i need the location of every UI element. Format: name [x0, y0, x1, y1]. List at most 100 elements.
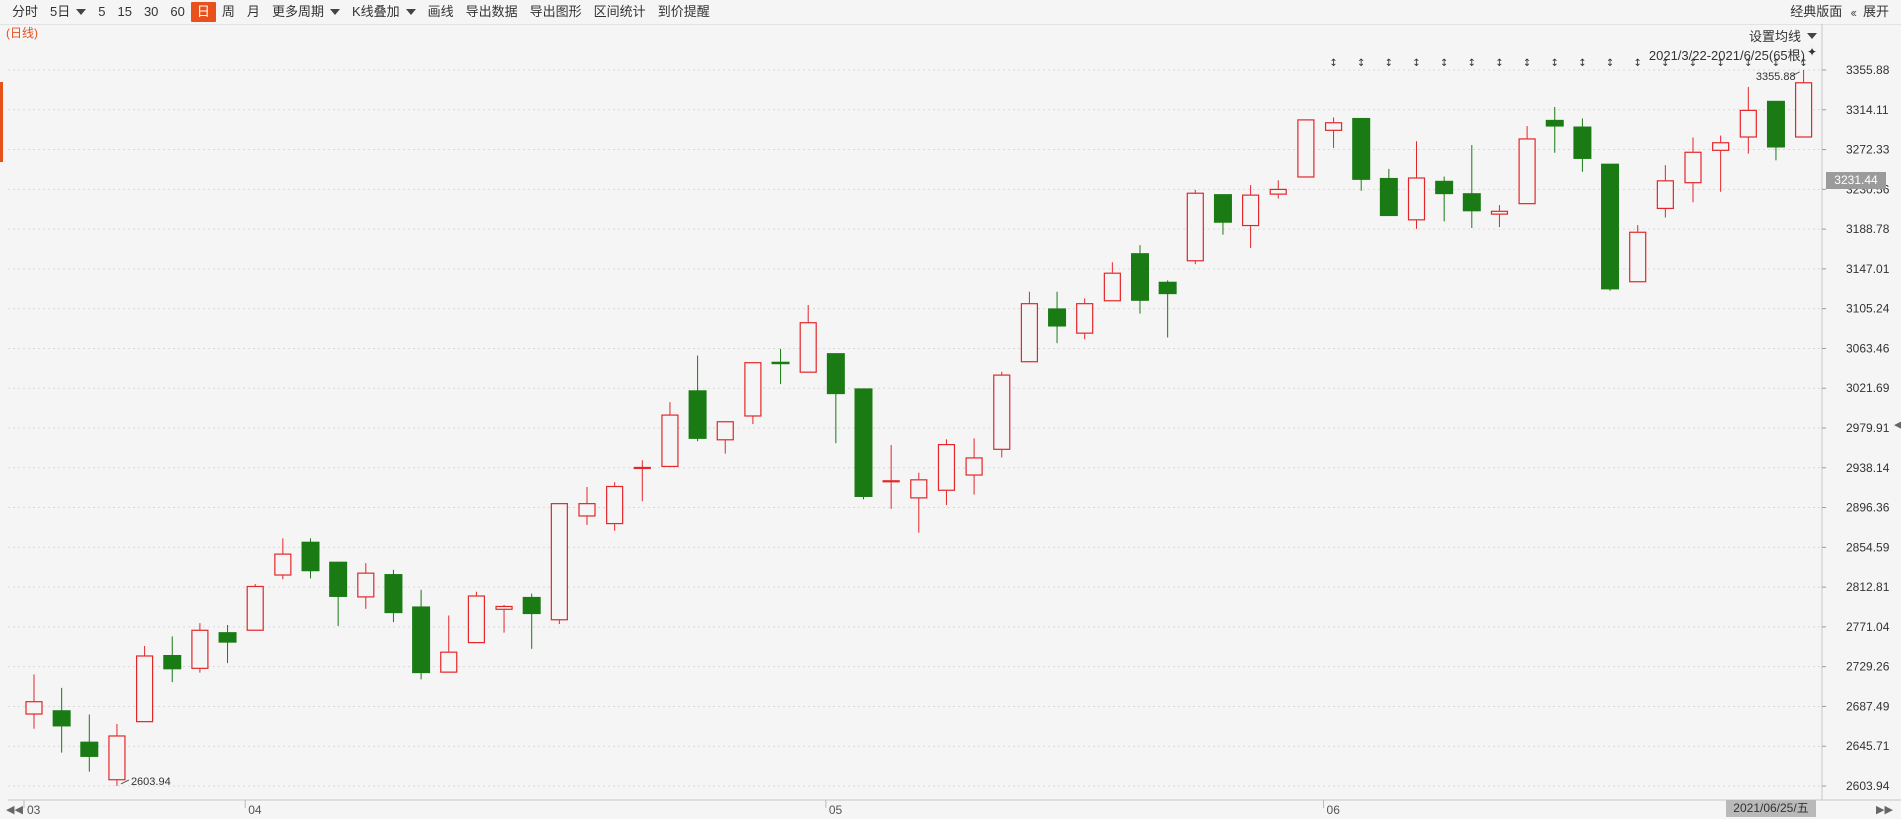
- candle: [357, 563, 375, 609]
- classic-layout-button[interactable]: 经典版面: [1790, 4, 1843, 19]
- candle: [1241, 185, 1260, 248]
- kline-overlay-dropdown[interactable]: K线叠加: [346, 2, 422, 22]
- candle: [246, 584, 264, 631]
- y-tick-label: 3105.24: [1846, 302, 1890, 316]
- candle: [1297, 119, 1315, 178]
- draw-line-button[interactable]: 画线: [427, 4, 454, 19]
- extreme-labels: 3355.88 2603.94: [120, 71, 1800, 788]
- tab-5min[interactable]: 5: [98, 4, 106, 19]
- axis-pointer-icon[interactable]: ◀: [1894, 419, 1901, 431]
- candle: [1462, 145, 1481, 228]
- candle: [1656, 165, 1674, 218]
- double-left-arrow-icon[interactable]: ‹‹: [1850, 4, 1857, 20]
- event-marker-icon[interactable]: ↕: [1329, 58, 1337, 69]
- candle: [1324, 117, 1343, 148]
- event-marker-icon[interactable]: ↕: [1661, 58, 1669, 69]
- ma-settings-dropdown[interactable]: 设置均线: [1749, 26, 1817, 45]
- event-marker-icon[interactable]: ↕: [1634, 58, 1642, 69]
- event-marker-icon[interactable]: ↕: [1357, 58, 1365, 69]
- range-stats-button[interactable]: 区间统计: [593, 4, 646, 19]
- event-marker-icon[interactable]: ↕: [1578, 58, 1586, 69]
- candle-body: [163, 654, 182, 670]
- candle-body: [25, 701, 43, 715]
- candle-body: [1324, 122, 1343, 131]
- candle: [1103, 262, 1121, 302]
- tab-daily[interactable]: 日: [190, 2, 216, 22]
- candle-body: [606, 485, 624, 525]
- export-data-button[interactable]: 导出数据: [465, 4, 518, 19]
- current-date-tag: 2021/06/25/五: [1726, 800, 1816, 817]
- export-chart-button[interactable]: 导出图形: [529, 4, 582, 19]
- event-marker-icon[interactable]: ↕: [1744, 58, 1752, 69]
- event-marker-icon[interactable]: ↕: [1468, 58, 1476, 69]
- tab-monthly[interactable]: 月: [246, 4, 260, 19]
- candle: [1048, 291, 1067, 344]
- y-tick-label: 2979.91: [1846, 421, 1890, 435]
- expand-button[interactable]: 展开: [1862, 4, 1889, 19]
- x-axis: 03 04 05 06: [23, 800, 1340, 817]
- candle-body: [1352, 117, 1371, 180]
- layout-controls: 经典版面 ‹‹ 展开: [1786, 0, 1893, 24]
- scroll-left-icon[interactable]: ◀◀: [6, 804, 23, 816]
- x-tick-label: 03: [27, 803, 41, 817]
- candle-body: [274, 553, 292, 576]
- candles: [25, 69, 1813, 786]
- candle-body: [1766, 100, 1785, 148]
- candle-body: [440, 651, 458, 673]
- event-marker-icon[interactable]: ↕: [1799, 58, 1807, 69]
- tab-timeshare[interactable]: 分时: [12, 4, 39, 19]
- event-marker-icon[interactable]: ↕: [1716, 58, 1724, 69]
- scroll-right-icon[interactable]: ▶▶: [1876, 804, 1893, 816]
- candle: [52, 687, 71, 753]
- y-tick-label: 3314.11: [1846, 103, 1889, 117]
- candle-body: [1739, 109, 1757, 138]
- candle-body: [218, 632, 237, 643]
- candle-body: [965, 457, 983, 476]
- tab-30min[interactable]: 30: [143, 4, 159, 19]
- candle-body: [688, 390, 707, 439]
- candle: [412, 589, 431, 680]
- candle-body: [1656, 180, 1674, 210]
- candle: [578, 486, 596, 526]
- x-tick-label: 05: [829, 803, 843, 817]
- candle-body: [52, 710, 71, 727]
- event-marker-icon[interactable]: ↕: [1495, 58, 1503, 69]
- candle-body: [191, 629, 209, 669]
- y-tick-label: 3355.88: [1846, 63, 1890, 77]
- candle: [661, 402, 679, 468]
- candle-body: [1573, 126, 1592, 159]
- tab-15min[interactable]: 15: [117, 4, 132, 19]
- candle: [826, 353, 845, 444]
- event-marker-icon[interactable]: ↕: [1412, 58, 1420, 69]
- y-axis: 3355.883314.113272.333230.563188.783147.…: [1822, 63, 1890, 793]
- candle: [1435, 176, 1454, 222]
- candle: [799, 305, 817, 373]
- price-alert-button[interactable]: 到价提醒: [657, 4, 710, 19]
- candle-body: [246, 585, 264, 631]
- candle: [1684, 137, 1702, 203]
- event-marker-icon[interactable]: ↕: [1440, 58, 1448, 69]
- candle-body: [1601, 163, 1620, 290]
- low-price-label: 2603.94: [131, 776, 171, 788]
- event-marker-icon[interactable]: ↕: [1772, 58, 1780, 69]
- period-label: (日线): [6, 26, 38, 40]
- event-markers: ↕ ↕ ↕ ↕ ↕ ↕ ↕ ↕ ↕ ↕ ↕ ↕ ↕ ↕ ↕ ↕ ↕ ↕: [1329, 58, 1807, 69]
- candle: [688, 355, 707, 442]
- tab-5day[interactable]: 5日: [44, 2, 92, 22]
- candle: [910, 472, 928, 533]
- tab-weekly[interactable]: 周: [221, 4, 235, 19]
- y-tick-label: 2729.26: [1846, 660, 1890, 674]
- pin-icon[interactable]: ✦: [1806, 45, 1817, 59]
- candle-body: [412, 606, 431, 674]
- event-marker-icon[interactable]: ↕: [1523, 58, 1531, 69]
- tab-60min[interactable]: 60: [170, 4, 185, 19]
- more-periods-dropdown[interactable]: 更多周期: [266, 2, 346, 22]
- event-marker-icon[interactable]: ↕: [1551, 58, 1559, 69]
- candle-body: [1297, 119, 1315, 178]
- candle-body: [1103, 272, 1121, 302]
- event-marker-icon[interactable]: ↕: [1385, 58, 1393, 69]
- event-marker-icon[interactable]: ↕: [1689, 58, 1697, 69]
- event-marker-icon[interactable]: ↕: [1606, 58, 1614, 69]
- candle-body: [1490, 210, 1509, 215]
